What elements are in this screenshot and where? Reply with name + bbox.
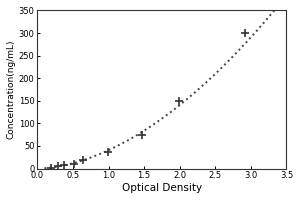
Y-axis label: Concentration(ng/mL): Concentration(ng/mL) [7,40,16,139]
X-axis label: Optical Density: Optical Density [122,183,202,193]
